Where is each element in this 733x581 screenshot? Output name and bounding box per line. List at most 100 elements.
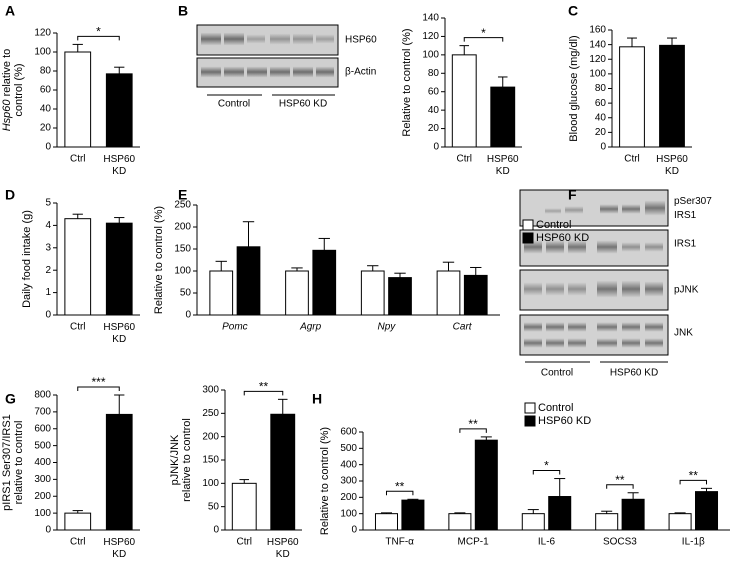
significance-label: ** (468, 417, 478, 431)
bar (312, 249, 337, 316)
x-tick-label: Ctrl (70, 537, 86, 548)
x-tick-label: Pomc (222, 322, 248, 333)
y-tick-label: 0 (213, 525, 219, 536)
y-tick-label: 500 (34, 440, 51, 451)
y-tick-label: 3 (45, 242, 51, 253)
band-label: pSer307 IRS1 (674, 196, 712, 221)
bar (619, 46, 645, 148)
blot-row (519, 314, 669, 356)
y-tick-label: 250 (202, 408, 219, 419)
significance-bracket (77, 35, 120, 41)
legend-swatch (522, 232, 534, 244)
y-tick-label: 120 (422, 31, 439, 42)
y-tick-label: 400 (340, 459, 357, 470)
significance-bracket (385, 490, 414, 496)
significance-label: * (481, 26, 486, 40)
bar (64, 51, 92, 148)
y-axis-label: Relative to control (%) (319, 427, 331, 535)
x-tick-label: Npy (377, 322, 396, 333)
bar (521, 513, 545, 531)
x-tick-label: HSP60 KD (103, 537, 135, 560)
y-tick-label: 400 (34, 457, 51, 468)
panel-letter: B (178, 3, 188, 19)
y-axis-label: Blood glucose (mg/dl) (568, 35, 580, 141)
y-tick-label: 100 (34, 47, 51, 58)
y-tick-label: 100 (202, 478, 219, 489)
bar (388, 277, 412, 316)
blot-b (196, 24, 339, 96)
bar (490, 86, 516, 148)
y-axis-label: Relative to control (%) (401, 28, 413, 136)
y-tick-label: 700 (34, 407, 51, 418)
x-tick-label: HSP60 KD (103, 154, 135, 177)
y-tick-label: 100 (340, 508, 357, 519)
y-tick-label: 40 (40, 104, 52, 115)
x-tick-label: Ctrl (624, 154, 640, 165)
y-axis-label: Daily food intake (g) (21, 210, 33, 308)
bar (474, 439, 498, 531)
bar (463, 274, 488, 316)
legend-label: HSP60 KD (536, 232, 589, 244)
bar (105, 222, 133, 316)
x-tick-label: HSP60 KD (487, 154, 519, 177)
group-label: Control (218, 99, 250, 110)
significance-label: ** (615, 473, 625, 487)
significance-label: ** (395, 479, 405, 493)
blot-row (519, 189, 669, 227)
y-tick-label: 2 (45, 265, 51, 276)
y-tick-label: 60 (40, 85, 52, 96)
x-tick-label: IL-1β (682, 537, 705, 548)
band-label: HSP60 (345, 35, 377, 46)
bar (668, 513, 692, 531)
x-tick-label: Ctrl (70, 322, 86, 333)
y-tick-label: 250 (174, 200, 191, 211)
y-tick-label: 100 (422, 49, 439, 60)
x-tick-label: SOCS3 (603, 537, 637, 548)
y-tick-label: 150 (174, 244, 191, 255)
significance-label: ** (259, 380, 269, 394)
x-tick-label: Agrp (299, 322, 322, 333)
panel-letter: G (5, 391, 16, 407)
significance-bracket (679, 479, 708, 485)
significance-bracket (463, 37, 504, 42)
y-tick-label: 140 (422, 13, 439, 24)
bar (695, 491, 719, 531)
legend-swatch (524, 415, 536, 427)
significance-label: ** (689, 469, 699, 483)
y-axis-label: Hsp60 relative to (1, 49, 13, 132)
significance-bracket (532, 470, 561, 475)
bar (548, 496, 572, 531)
legend-label: Control (536, 219, 571, 231)
band-label: pJNK (674, 285, 699, 296)
y-tick-label: 5 (45, 198, 51, 209)
significance-label: * (544, 459, 549, 473)
y-axis-label: pJNK/JNK (169, 434, 181, 485)
y-tick-label: 60 (595, 98, 607, 109)
x-tick-label: IL-6 (538, 537, 556, 548)
y-tick-label: 0 (351, 525, 357, 536)
y-tick-label: 40 (595, 112, 607, 123)
y-tick-label: 200 (340, 492, 357, 503)
y-tick-label: 50 (180, 288, 192, 299)
bar (659, 44, 685, 148)
bar (270, 413, 296, 531)
blot-row (519, 229, 669, 267)
bar (64, 512, 92, 531)
x-tick-label: Ctrl (456, 154, 472, 165)
y-tick-label: 80 (595, 83, 607, 94)
y-tick-label: 120 (34, 28, 51, 39)
y-axis-label: control (%) (13, 63, 25, 116)
y-tick-label: 200 (202, 431, 219, 442)
y-tick-label: 150 (202, 455, 219, 466)
y-tick-label: 20 (595, 127, 607, 138)
y-tick-label: 500 (340, 443, 357, 454)
x-tick-label: Ctrl (236, 537, 252, 548)
y-tick-label: 40 (428, 105, 440, 116)
legend-label: Control (538, 402, 573, 414)
group-label: HSP60 KD (610, 368, 658, 379)
y-axis-label: relative to control (181, 418, 193, 502)
bar (209, 270, 234, 316)
bar (595, 513, 619, 531)
panel-letter: D (5, 187, 15, 203)
